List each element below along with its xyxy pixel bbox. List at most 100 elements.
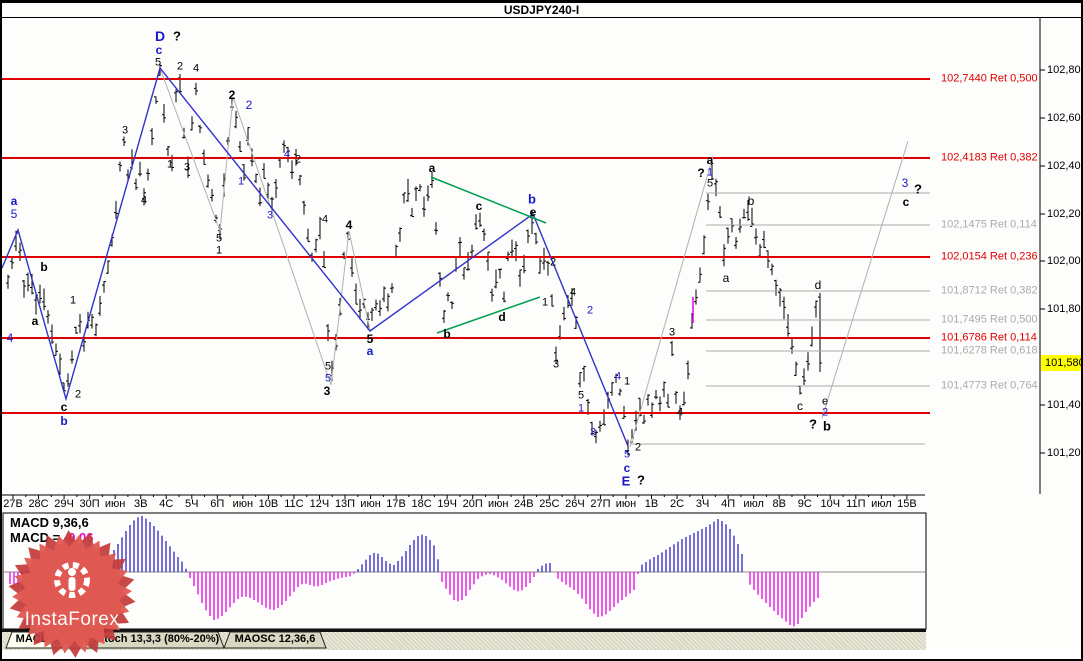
fib-level-label: 101,6786 Ret 0,114 [941, 331, 1037, 344]
price-tick-label: 102,200 [1047, 208, 1083, 220]
wave-label: 4 [321, 213, 329, 226]
date-tick-label: июн [488, 498, 509, 510]
date-tick-label: июн [232, 498, 254, 510]
wave-label: 1 [215, 244, 223, 257]
date-tick-label: 12Ч [309, 498, 330, 510]
status-bar [0, 649, 1083, 659]
wave-label: b [40, 260, 48, 274]
date-tick-label: 29Ч [54, 498, 74, 510]
gear-teeth [54, 562, 90, 598]
gear-figure-body [68, 577, 76, 591]
fib-level-label: 102,0154 Ret 0,236 [941, 250, 1038, 263]
tab-maosc[interactable]: MAOSC 12,36,6 [234, 633, 316, 645]
wave-label: 3 [552, 358, 560, 371]
gray-wave-zigzag [159, 67, 371, 386]
wave-label: 3 [589, 426, 597, 439]
wave-label: 2 [586, 304, 594, 317]
price-tick-label: 101,200 [1047, 447, 1083, 459]
wave-label: ? [697, 166, 705, 180]
wave-label: 3 [668, 326, 676, 339]
date-tick-label: 4П [721, 498, 736, 510]
date-tick-label: 28С [28, 498, 49, 510]
price-tick-label: 101,400 [1047, 399, 1083, 411]
fib-level-label: 102,1475 Ret 0,114 [941, 218, 1037, 231]
wave-label: 2 [294, 153, 302, 166]
wave-label: 4 [192, 62, 200, 75]
wave-label: 2 [821, 406, 829, 419]
date-tick-label: июн [104, 498, 126, 510]
wave-label: 2 [228, 88, 236, 102]
price-tick-label: 102,600 [1047, 112, 1083, 124]
wave-label: b [443, 327, 451, 341]
price-tick-label: 102,400 [1047, 160, 1083, 172]
date-tick-label: 30П [79, 498, 100, 510]
fib-level-label: 101,8712 Ret 0,382 [941, 284, 1038, 297]
date-tick-label: 15В [897, 498, 917, 510]
date-tick-label: 27П [590, 498, 611, 510]
wave-label: 4 [676, 406, 684, 419]
date-tick-label: 11С [284, 498, 304, 510]
wave-label: a [706, 153, 714, 167]
gear-figure-head [68, 568, 76, 576]
wave-label: b [747, 194, 755, 208]
wave-label: 4 [614, 370, 622, 383]
green-triangle-lower [436, 296, 541, 334]
wave-label: a [722, 271, 730, 285]
wave-label: 2 [176, 60, 184, 73]
macd-indicator-name: MACD 9,36,6 [10, 515, 89, 530]
date-tick-label: 10Ч [820, 498, 841, 510]
date-tick-label: 2С [670, 498, 685, 510]
wave-label: c [60, 400, 68, 414]
wave-label: 5 [577, 389, 585, 402]
wave-label: b [60, 414, 68, 428]
wave-label: 3 [183, 161, 191, 174]
price-tick-label: 102,000 [1047, 255, 1083, 267]
date-tick-label: 13П [334, 498, 356, 510]
wave-label: 1 [706, 166, 714, 179]
wave-label: 1 [166, 158, 174, 171]
date-tick-label: 18С [411, 498, 432, 510]
wave-label: 5 [366, 332, 374, 346]
date-tick-label: 1В [644, 498, 659, 510]
date-tick-label: июн [615, 498, 637, 510]
wave-label: 1 [541, 296, 549, 309]
gray-trendline-b [821, 140, 909, 419]
wave-label: e [529, 205, 537, 219]
wave-label: b [528, 191, 536, 207]
date-tick-label: 5Ч [185, 498, 199, 510]
wave-label: 5 [324, 372, 332, 385]
wave-label: a [10, 194, 18, 208]
date-tick-label: 25С [539, 498, 560, 510]
wave-label: D [154, 28, 166, 44]
date-tick-label: июн [360, 498, 381, 510]
wave-label: 3 [323, 384, 331, 398]
wave-label: 5 [215, 232, 223, 245]
wave-label: ? [173, 28, 181, 44]
current-price-badge: 101,580 [1041, 355, 1083, 371]
wave-label: c [902, 195, 910, 209]
date-tick-label: 6П [210, 498, 225, 510]
date-tick-label: 24В [514, 498, 534, 510]
wave-label: 2 [549, 256, 557, 269]
date-tick-label: 3Ч [695, 498, 710, 510]
date-tick-label: 19Ч [437, 498, 457, 510]
macd-panel[interactable] [2, 512, 927, 630]
wave-label: 1 [577, 402, 585, 415]
wave-label: c [623, 461, 631, 475]
wave-label: 5 [324, 360, 332, 373]
tab-shape[interactable] [223, 631, 327, 649]
wave-label: d [814, 278, 822, 292]
date-tick-label: 8В [772, 498, 786, 510]
wave-label: c [475, 199, 483, 213]
tab-stoch[interactable]: Stoch 13,3,3 (80%-20%) [96, 633, 220, 645]
date-tick-label: 20П [462, 498, 483, 510]
chart-title: USDJPY240-I [503, 3, 580, 17]
wave-label: 2 [74, 388, 82, 401]
wave-label: 5 [623, 448, 631, 461]
wave-label: 1 [237, 175, 245, 188]
wave-label: 4 [345, 218, 353, 232]
date-tick-label: 4С [159, 498, 174, 510]
date-tick-label: 27В [3, 498, 23, 510]
